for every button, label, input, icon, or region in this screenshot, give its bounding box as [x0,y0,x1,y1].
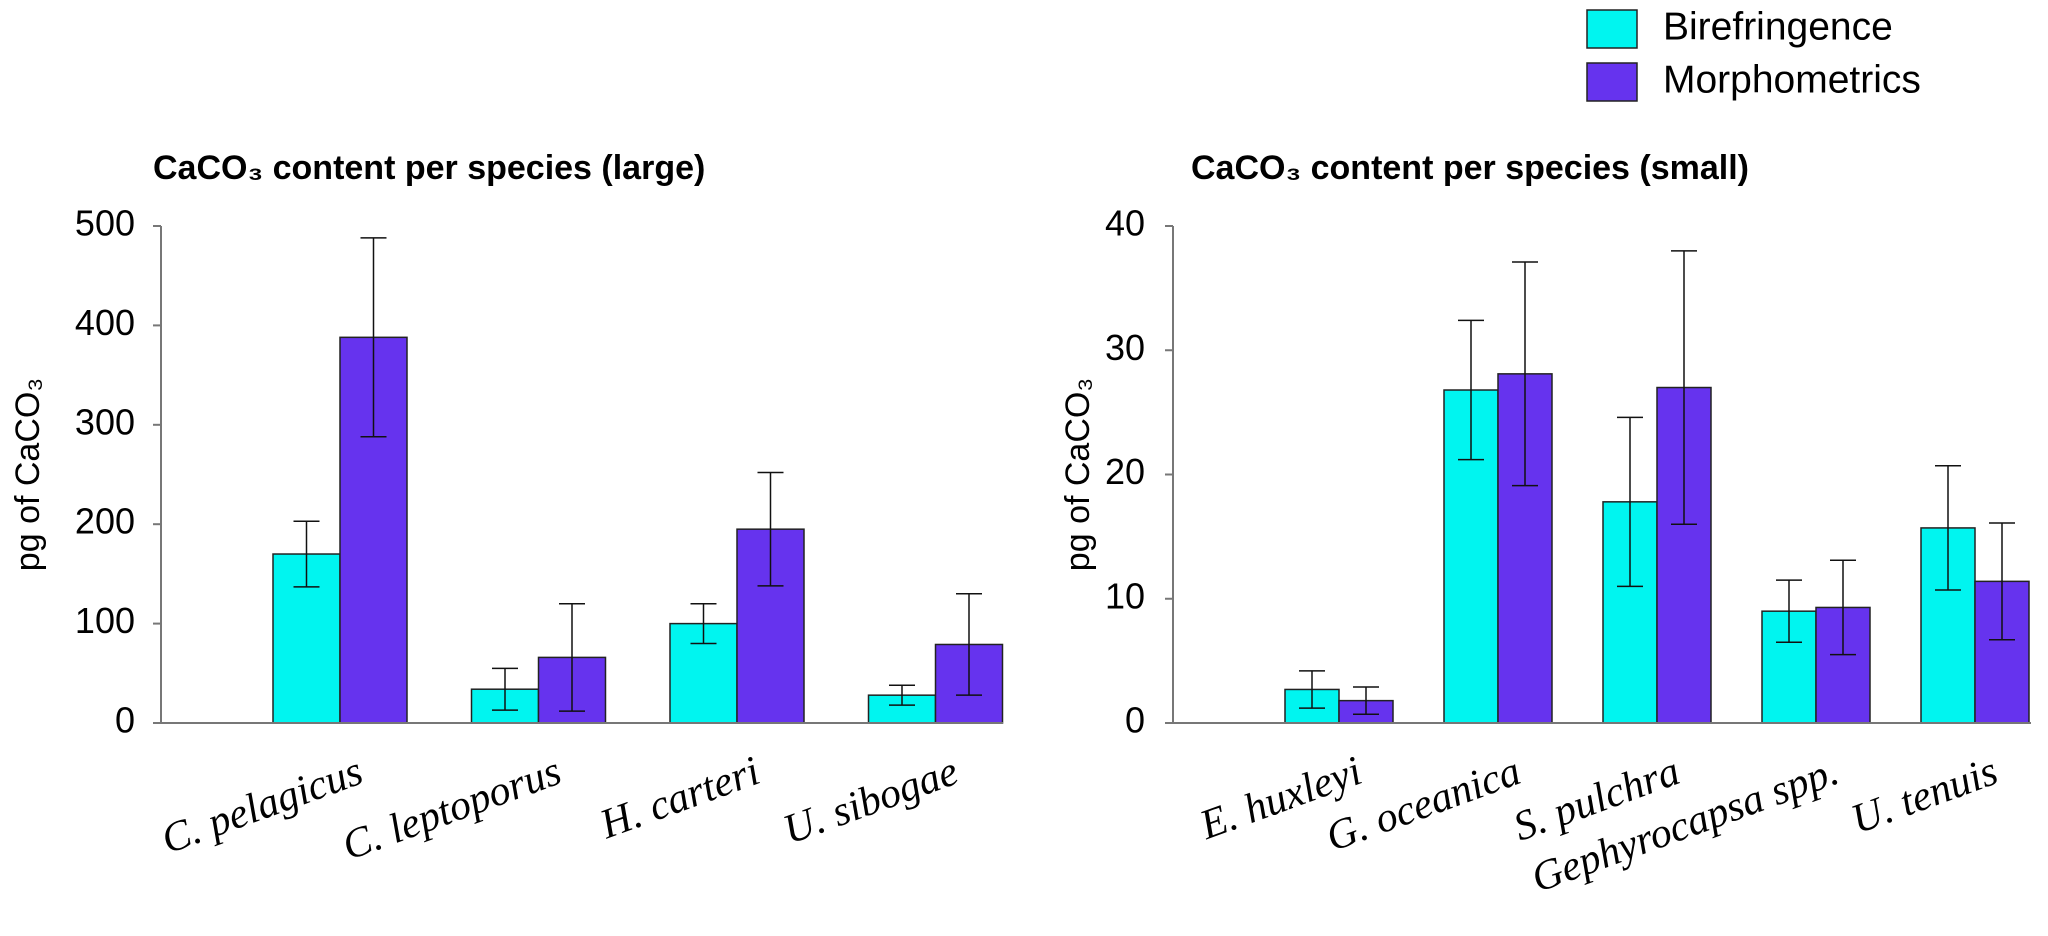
error-bar [1776,579,1802,643]
y-tick-label: 0 [1125,700,1145,741]
error-bar [757,471,784,587]
y-tick-label: 400 [75,302,135,343]
error-bar [1830,559,1856,656]
y-tick-label: 500 [75,203,135,244]
error-bar [1671,250,1697,525]
error-bar [1617,416,1643,588]
error-bar [889,684,915,706]
y-axis-label: pg of CaCO₃ [9,378,47,571]
error-bar [293,520,320,588]
chart-title: CaCO₃ content per species (large) [153,149,705,187]
error-bar [1458,319,1484,461]
error-bar [1512,261,1538,487]
x-tick-label: C. pelagicus [156,748,369,863]
y-tick-label: 20 [1105,451,1145,492]
error-bar [690,602,717,645]
error-bar [559,602,585,712]
y-tick-label: 200 [75,501,135,542]
y-tick-label: 10 [1105,575,1145,616]
legend-swatch [1586,62,1638,102]
y-tick-label: 30 [1105,327,1145,368]
error-bar [1989,522,2015,641]
y-tick-label: 300 [75,401,135,442]
y-tick-label: 0 [115,700,135,741]
error-bar [1935,465,1961,591]
y-axis-label: pg of CaCO₃ [1059,378,1097,571]
legend-label: Birefringence [1663,5,1893,48]
x-tick-label: U. sibogae [777,748,964,853]
error-bar [492,667,518,711]
x-tick-label: U. tenuis [1845,748,2003,843]
x-tick-label: C. leptoporus [337,748,568,869]
error-bar [1353,686,1379,716]
error-bar [1299,670,1325,709]
legend-swatch [1586,9,1638,49]
legend-label: Morphometrics [1663,58,1921,101]
chart-title: CaCO₃ content per species (small) [1191,149,1749,187]
y-tick-label: 40 [1105,203,1145,244]
error-bar [360,237,387,438]
error-bar [956,593,982,696]
y-tick-label: 100 [75,600,135,641]
x-tick-label: H. carteri [593,748,765,848]
